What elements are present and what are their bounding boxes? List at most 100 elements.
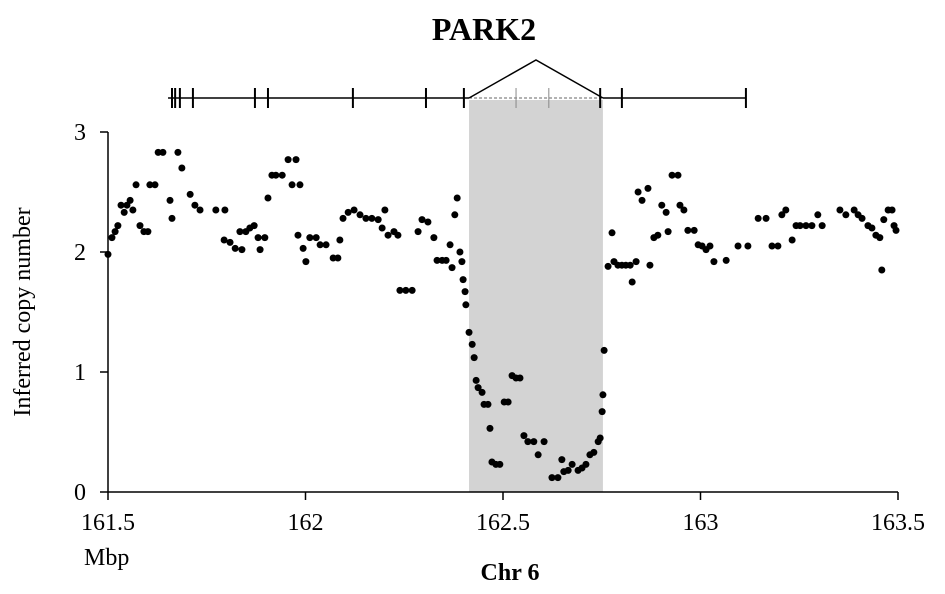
- data-point: [470, 354, 478, 362]
- data-point: [381, 206, 389, 214]
- data-point: [174, 148, 182, 156]
- data-point: [430, 234, 438, 242]
- data-point: [178, 164, 186, 172]
- data-point: [634, 188, 642, 196]
- data-point: [261, 234, 269, 242]
- data-point: [402, 286, 410, 294]
- data-point: [111, 228, 119, 236]
- data-point: [680, 206, 688, 214]
- data-point: [302, 258, 310, 266]
- data-point: [762, 214, 770, 222]
- data-point: [296, 181, 304, 189]
- data-point: [836, 206, 844, 214]
- x-unit: Mbp: [84, 545, 129, 571]
- data-point: [468, 340, 476, 348]
- data-point: [796, 222, 804, 230]
- data-point: [530, 438, 538, 446]
- data-point: [548, 474, 556, 482]
- data-point: [144, 228, 152, 236]
- data-point: [362, 214, 370, 222]
- data-point: [256, 246, 264, 254]
- data-point: [598, 408, 606, 416]
- data-point: [221, 206, 229, 214]
- data-point: [674, 171, 682, 179]
- data-point: [451, 211, 459, 219]
- data-point: [433, 256, 441, 264]
- y-tick-label: 1: [74, 360, 86, 386]
- data-point: [496, 460, 504, 468]
- data-point: [596, 434, 604, 442]
- data-point: [474, 384, 482, 392]
- data-point: [168, 214, 176, 222]
- data-point: [888, 206, 896, 214]
- data-point: [462, 301, 470, 309]
- data-point: [226, 238, 234, 246]
- data-point: [299, 244, 307, 252]
- x-tick-label: 162.5: [476, 510, 530, 536]
- data-point: [264, 194, 272, 202]
- data-point: [378, 224, 386, 232]
- data-point: [414, 228, 422, 236]
- data-point: [212, 206, 220, 214]
- data-point: [220, 236, 228, 244]
- data-point: [478, 388, 486, 396]
- data-point: [722, 256, 730, 264]
- data-point: [294, 231, 302, 239]
- data-point: [151, 181, 159, 189]
- data-point: [316, 241, 324, 249]
- data-point: [628, 278, 636, 286]
- data-point: [668, 171, 676, 179]
- data-point: [238, 246, 246, 254]
- data-point: [802, 222, 810, 230]
- data-point: [604, 262, 612, 270]
- data-point: [278, 171, 286, 179]
- data-point: [868, 224, 876, 232]
- x-tick-label: 163.5: [871, 510, 925, 536]
- data-point: [858, 214, 866, 222]
- data-point: [159, 148, 167, 156]
- data-point: [424, 218, 432, 226]
- y-axis-label: Inferred copy number: [10, 207, 36, 416]
- data-point: [626, 261, 634, 269]
- data-point: [632, 258, 640, 266]
- data-point: [684, 226, 692, 234]
- data-point: [664, 228, 672, 236]
- data-point: [374, 216, 382, 224]
- y-tick-label: 3: [74, 120, 86, 146]
- data-point: [638, 196, 646, 204]
- x-axis-label: Chr 6: [481, 560, 540, 586]
- data-point: [356, 211, 364, 219]
- data-point: [114, 222, 122, 230]
- data-point: [458, 258, 466, 266]
- data-point: [196, 206, 204, 214]
- data-point: [814, 211, 822, 219]
- x-tick-label: 161.5: [81, 510, 135, 536]
- data-point: [878, 266, 886, 274]
- data-point: [880, 216, 888, 224]
- chart-title: PARK2: [432, 11, 536, 47]
- data-point: [339, 214, 347, 222]
- data-point: [394, 231, 402, 239]
- data-point: [892, 226, 900, 234]
- data-point: [768, 242, 776, 250]
- data-point: [166, 196, 174, 204]
- data-point: [288, 181, 296, 189]
- data-point: [850, 206, 858, 214]
- data-point: [524, 438, 532, 446]
- data-point: [808, 222, 816, 230]
- data-point: [734, 242, 742, 250]
- data-point: [231, 244, 239, 252]
- data-point: [408, 286, 416, 294]
- data-point: [582, 460, 590, 468]
- data-point: [284, 156, 292, 164]
- data-point: [568, 460, 576, 468]
- data-point: [484, 400, 492, 408]
- data-point: [129, 206, 137, 214]
- data-point: [322, 241, 330, 249]
- data-point: [442, 256, 450, 264]
- data-point: [520, 432, 528, 440]
- data-point: [782, 206, 790, 214]
- deletion-caret: [468, 59, 604, 99]
